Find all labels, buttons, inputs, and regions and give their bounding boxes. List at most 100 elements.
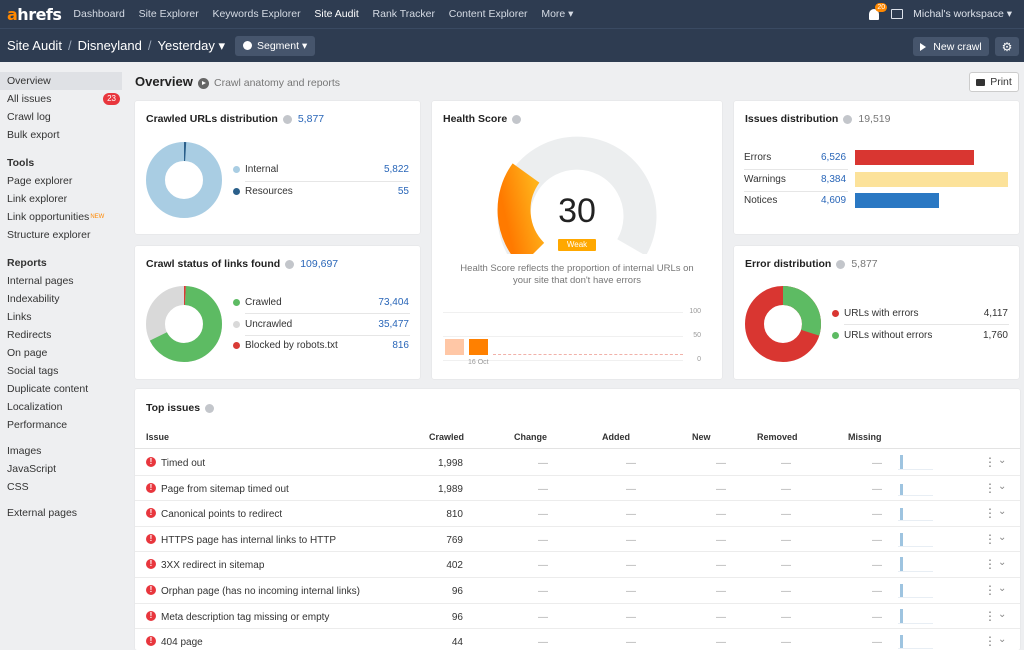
sidebar-item-internal-pages[interactable]: Internal pages [7, 275, 74, 287]
sidebar-item-redirects[interactable]: Redirects [7, 329, 52, 341]
chevron-down-icon[interactable]: ⌄ [998, 608, 1007, 620]
more-options-icon[interactable]: ⋮ [984, 506, 996, 521]
more-options-icon[interactable]: ⋮ [984, 557, 996, 572]
sparkline[interactable] [898, 532, 933, 547]
crawled-count[interactable]: 810 [446, 509, 463, 521]
sidebar-item-link-opportunities[interactable]: Link opportunitiesNEW [0, 208, 124, 226]
legend-value-with-errors[interactable]: 4,117 [983, 308, 1008, 319]
sparkline[interactable] [898, 557, 933, 573]
nav-site-explorer[interactable]: Site Explorer [138, 8, 199, 20]
sparkline[interactable] [898, 584, 933, 598]
more-options-icon[interactable]: ⋮ [984, 531, 996, 546]
crawled-count[interactable]: 96 [451, 586, 463, 597]
sidebar-item-performance[interactable]: Performance [7, 419, 68, 431]
sidebar-item-links[interactable]: Links [7, 311, 32, 323]
help-icon[interactable] [836, 259, 846, 269]
sidebar-item-external-pages[interactable]: External pages [7, 507, 78, 519]
breadcrumb-site-audit[interactable]: Site Audit [7, 38, 62, 53]
crawled-count[interactable]: 402 [446, 560, 463, 572]
chevron-down-icon[interactable]: ⌄ [998, 557, 1007, 569]
issues-bar-warnings[interactable] [855, 172, 1008, 187]
issue-name[interactable]: Timed out [161, 458, 206, 469]
legend-value-crawled[interactable]: 73,404 [378, 297, 409, 308]
workspace-menu[interactable]: Michal's workspace ▾ [913, 8, 1012, 20]
col-added[interactable]: Added [602, 432, 630, 442]
crawled-count[interactable]: 44 [451, 637, 463, 649]
sparkline[interactable] [898, 508, 933, 522]
crawled-count[interactable]: 769 [446, 534, 463, 546]
sidebar-item-page-explorer[interactable]: Page explorer [7, 175, 73, 187]
crawl-anatomy-link[interactable]: Crawl anatomy and reports [198, 77, 340, 89]
sidebar-item-all-issues[interactable]: All issues 23 [0, 90, 124, 108]
more-options-icon[interactable]: ⋮ [984, 583, 996, 597]
table-row[interactable]: ! Meta description tag missing or empty 96… [135, 604, 1020, 630]
issue-name[interactable]: Orphan page (has no incoming internal li… [161, 586, 360, 597]
table-row[interactable]: ! Page from sitemap timed out 1,989 — — — — — ⋮ ⌄ [135, 476, 1020, 502]
chevron-down-icon[interactable]: ⌄ [998, 531, 1007, 543]
notifications-bell-icon[interactable]: 20 [867, 3, 888, 21]
more-options-icon[interactable]: ⋮ [984, 480, 996, 495]
sidebar-item-images[interactable]: Images [7, 445, 42, 457]
table-row[interactable]: ! HTTPS page has internal links to HTTP 76… [135, 527, 1020, 553]
help-icon[interactable] [843, 114, 853, 124]
nav-keywords-explorer[interactable]: Keywords Explorer [212, 8, 301, 20]
sidebar-item-bulk-export[interactable]: Bulk export [7, 129, 60, 141]
nav-site-audit[interactable]: Site Audit [314, 8, 359, 20]
sidebar-item-localization[interactable]: Localization [7, 401, 63, 413]
sidebar-item-on-page[interactable]: On page [7, 347, 48, 359]
issues-value-warnings[interactable]: 8,384 [821, 174, 847, 185]
settings-gear-icon[interactable]: ⚙ [995, 37, 1019, 56]
table-row[interactable]: ! Canonical points to redirect 810 — — — — — ⋮ ⌄ [135, 501, 1020, 527]
issues-value-notices[interactable]: 4,609 [821, 195, 847, 206]
chevron-down-icon[interactable]: ⌄ [998, 583, 1007, 594]
col-new[interactable]: New [692, 432, 711, 442]
help-icon[interactable] [205, 403, 215, 413]
trend-bar-current[interactable] [469, 339, 488, 355]
sparkline[interactable] [898, 635, 933, 650]
legend-value-uncrawled[interactable]: 35,477 [378, 319, 409, 330]
issue-name[interactable]: HTTPS page has internal links to HTTP [161, 534, 337, 546]
sidebar-item-crawl-log[interactable]: Crawl log [7, 111, 51, 123]
chevron-down-icon[interactable]: ⌄ [998, 634, 1007, 646]
more-options-icon[interactable]: ⋮ [984, 634, 996, 649]
chevron-down-icon[interactable]: ⌄ [998, 480, 1007, 492]
breadcrumb-project[interactable]: Disneyland [77, 38, 142, 53]
monitor-icon[interactable] [891, 9, 904, 19]
sparkline[interactable] [898, 608, 933, 624]
col-issue[interactable]: Issue [146, 432, 170, 442]
more-options-icon[interactable]: ⋮ [984, 608, 996, 623]
sidebar-item-structure-explorer[interactable]: Structure explorer [7, 229, 91, 241]
sidebar-item-javascript[interactable]: JavaScript [7, 463, 57, 475]
sidebar-item-duplicate-content[interactable]: Duplicate content [7, 383, 89, 395]
table-row[interactable]: ! Timed out 1,998 — — — — — ⋮ ⌄ [135, 450, 1020, 476]
col-crawled[interactable]: Crawled [429, 432, 465, 442]
table-row[interactable]: ! Orphan page (has no incoming internal l… [135, 578, 1020, 604]
nav-rank-tracker[interactable]: Rank Tracker [372, 8, 435, 20]
nav-more[interactable]: More ▾ [541, 8, 574, 20]
help-icon[interactable] [512, 114, 522, 124]
issues-bar-notices[interactable] [855, 193, 939, 208]
trend-bar-prev[interactable] [445, 339, 464, 355]
help-icon[interactable] [285, 259, 295, 269]
col-change[interactable]: Change [514, 432, 548, 442]
table-row[interactable]: ! 404 page 44 — — — — — ⋮ ⌄ [135, 629, 1020, 650]
sidebar-item-overview[interactable]: Overview [0, 72, 122, 90]
ahrefs-logo[interactable]: ahrefs [7, 4, 62, 24]
table-row[interactable]: ! 3XX redirect in sitemap 402 — — — — — ⋮ ⌄ [135, 552, 1020, 578]
sparkline[interactable] [898, 483, 933, 496]
more-options-icon[interactable]: ⋮ [984, 455, 996, 469]
nav-content-explorer[interactable]: Content Explorer [448, 8, 528, 20]
sparkline[interactable] [898, 455, 933, 470]
segment-button[interactable]: Segment ▾ [235, 35, 316, 56]
nav-dashboard[interactable]: Dashboard [73, 8, 125, 20]
legend-value-internal[interactable]: 5,822 [383, 164, 409, 175]
issue-name[interactable]: Page from sitemap timed out [161, 483, 289, 495]
crawled-count[interactable]: 1,998 [437, 458, 463, 469]
legend-value-blocked[interactable]: 816 [392, 340, 409, 351]
new-crawl-button[interactable]: New crawl [913, 37, 989, 56]
issue-name[interactable]: Meta description tag missing or empty [161, 611, 330, 623]
crawled-count[interactable]: 96 [451, 611, 463, 623]
chevron-down-icon[interactable]: ⌄ [998, 455, 1007, 466]
crawled-count[interactable]: 1,989 [437, 483, 463, 495]
print-button[interactable]: Print [969, 72, 1019, 92]
